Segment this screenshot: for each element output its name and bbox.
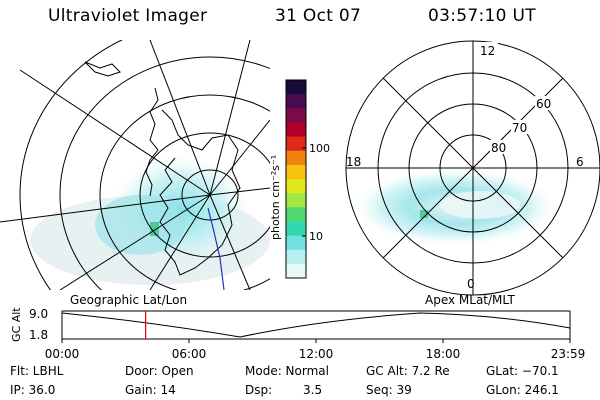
colorbar-band — [286, 207, 306, 222]
colorbar-band — [286, 122, 306, 138]
colorbar-band — [286, 80, 306, 95]
colorbar-tick-10: 10 — [309, 230, 323, 243]
orbit-timeline: GC Alt 9.0 1.8 00:00 06:00 12:00 18:00 2… — [10, 307, 586, 361]
right-map-caption: Apex MLat/MLT — [425, 293, 515, 307]
sequence-status: Seq: 39 — [366, 383, 412, 397]
colorbar-band — [286, 150, 306, 166]
x-tick-2359: 23:59 — [551, 347, 586, 361]
colorbar-band — [286, 108, 306, 123]
left-map-caption: Geographic Lat/Lon — [70, 293, 188, 307]
colorbar: 100 10 photon cm⁻²s⁻¹ — [269, 79, 330, 279]
lat-label-80: 80 — [491, 141, 506, 155]
colorbar-band — [286, 193, 306, 208]
mlt-label-0: 0 — [467, 277, 475, 291]
date-label: 31 Oct 07 — [275, 6, 362, 26]
lat-label-70: 70 — [512, 121, 527, 135]
time-label: 03:57:10 UT — [428, 6, 536, 26]
ip-status: IP: 36.0 — [10, 383, 56, 397]
y-tick-min: 1.8 — [29, 328, 48, 342]
geo-latitude: GLat: −70.1 — [486, 364, 559, 378]
polar-mlt-plot: 12 18 6 0 60 70 80 — [345, 40, 600, 296]
altitude-curve — [61, 312, 571, 338]
filter-status: Flt: LBHL — [10, 364, 64, 378]
timeline-y-label: GC Alt — [10, 307, 23, 342]
lat-label-60: 60 — [536, 97, 551, 111]
x-tick-1800: 18:00 — [426, 347, 461, 361]
colorbar-band — [286, 221, 306, 237]
colorbar-band — [286, 179, 306, 194]
x-tick-1200: 12:00 — [299, 347, 334, 361]
colorbar-tick-100: 100 — [309, 142, 330, 155]
x-tick-0000: 00:00 — [45, 347, 80, 361]
mlt-label-12: 12 — [480, 44, 495, 58]
mlt-label-18: 18 — [346, 155, 361, 169]
colorbar-band — [286, 94, 306, 109]
colorbar-band — [286, 164, 306, 180]
door-status: Door: Open — [125, 364, 194, 378]
mode-status: Mode: Normal — [245, 364, 329, 378]
geo-longitude: GLon: 246.1 — [486, 383, 559, 397]
colorbar-unit-label: photon cm⁻²s⁻¹ — [269, 155, 282, 240]
colorbar-band — [286, 136, 306, 152]
gc-alt-status: GC Alt: 7.2 Re — [366, 364, 450, 378]
geographic-map — [0, 40, 270, 290]
x-tick-0600: 06:00 — [172, 347, 207, 361]
colorbar-band — [286, 235, 306, 251]
mlt-label-6: 6 — [576, 155, 584, 169]
colorbar-band — [286, 263, 306, 279]
instrument-title: Ultraviolet Imager — [48, 6, 208, 26]
dsp-value: 3.5 — [303, 383, 323, 397]
gain-status: Gain: 14 — [125, 383, 176, 397]
y-tick-max: 9.0 — [29, 307, 48, 321]
dsp-label: Dsp: — [245, 383, 273, 397]
colorbar-band — [286, 249, 306, 265]
